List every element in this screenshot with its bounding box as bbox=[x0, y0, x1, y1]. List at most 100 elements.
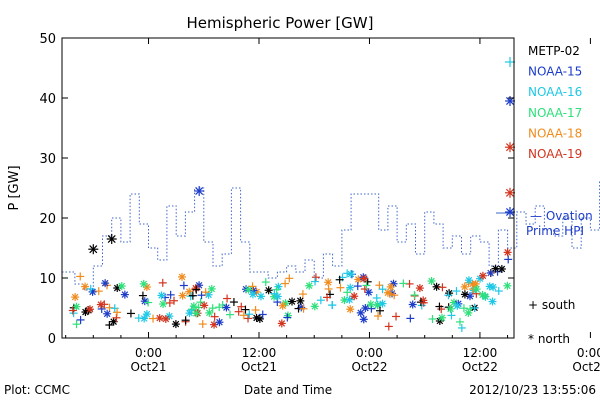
north-point bbox=[386, 282, 395, 291]
north-point bbox=[161, 314, 170, 323]
x-tick-date: Oct22 bbox=[462, 360, 498, 374]
north-point bbox=[505, 96, 515, 106]
chart-title: Hemispheric Power [GW] bbox=[187, 14, 374, 32]
north-point bbox=[103, 309, 112, 318]
y-axis-label: P [GW] bbox=[7, 165, 22, 210]
north-point bbox=[491, 264, 500, 273]
north-point bbox=[106, 234, 117, 244]
north-point bbox=[142, 310, 151, 319]
ovation-label-line2: Prime HPI bbox=[526, 224, 584, 238]
north-point bbox=[101, 279, 110, 288]
north-point bbox=[364, 288, 373, 297]
north-point bbox=[200, 301, 209, 310]
north-point bbox=[361, 304, 370, 313]
north-point bbox=[278, 301, 287, 310]
north-point bbox=[415, 284, 424, 293]
north-point bbox=[71, 293, 80, 302]
x-tick-time: 12:00 bbox=[242, 346, 277, 360]
north-point bbox=[222, 303, 231, 312]
north-point bbox=[96, 300, 105, 309]
footer-plot-credit: Plot: CCMC bbox=[4, 383, 70, 397]
north-point bbox=[120, 290, 129, 299]
x-axis-ticks: 0:00Oct2112:00Oct210:00Oct2212:00Oct220:… bbox=[65, 38, 600, 374]
north-point bbox=[464, 276, 473, 285]
ovation-label-line1: — Ovation bbox=[530, 209, 593, 223]
north-point bbox=[252, 313, 261, 322]
x-tick-time: 12:00 bbox=[463, 346, 498, 360]
north-point bbox=[378, 299, 387, 308]
north-point bbox=[305, 281, 314, 290]
north-point bbox=[505, 207, 515, 217]
footer-timestamp: 2012/10/23 13:55:06 bbox=[469, 383, 596, 397]
north-point bbox=[85, 305, 94, 314]
north-point bbox=[310, 302, 319, 311]
north-point bbox=[159, 300, 168, 309]
y-tick-label: 0 bbox=[48, 332, 56, 347]
north-point bbox=[347, 270, 356, 279]
north-point bbox=[178, 291, 187, 300]
y-tick-label: 50 bbox=[39, 32, 56, 47]
north-point bbox=[178, 272, 187, 281]
y-axis-ticks: 0 10 20 30 40 50 bbox=[39, 32, 514, 347]
north-point bbox=[446, 304, 455, 313]
north-point bbox=[155, 314, 164, 323]
north-point bbox=[460, 290, 469, 299]
legend: METP-02 NOAA-15 NOAA-16 NOAA-17 NOAA-18 NOAA-… bbox=[528, 44, 582, 161]
north-point bbox=[264, 286, 273, 295]
y-tick-label: 30 bbox=[39, 152, 56, 167]
north-point bbox=[505, 142, 515, 153]
north-point bbox=[185, 287, 194, 296]
north-point bbox=[140, 314, 149, 323]
north-marker-key: * north bbox=[528, 332, 570, 346]
legend-entry: METP-02 bbox=[528, 44, 580, 58]
north-point bbox=[256, 292, 265, 301]
north-point bbox=[453, 301, 462, 310]
north-point bbox=[171, 320, 180, 329]
footer-x-axis-title: Date and Time bbox=[244, 383, 332, 397]
north-point bbox=[72, 302, 81, 311]
north-point bbox=[460, 282, 469, 291]
north-point bbox=[427, 277, 436, 286]
legend-entry: NOAA-18 bbox=[528, 126, 582, 140]
north-point bbox=[503, 248, 512, 257]
north-point bbox=[139, 279, 148, 288]
north-point bbox=[215, 318, 224, 327]
north-point bbox=[437, 313, 446, 322]
x-tick-date: Oct21 bbox=[241, 360, 277, 374]
highlighted-points bbox=[88, 57, 515, 255]
north-point bbox=[485, 282, 494, 291]
north-point bbox=[88, 244, 99, 255]
north-point bbox=[472, 285, 481, 294]
north-point bbox=[277, 319, 286, 328]
legend-entry: NOAA-17 bbox=[528, 106, 582, 120]
y-tick-label: 20 bbox=[39, 212, 56, 227]
north-point bbox=[248, 290, 257, 299]
north-point bbox=[345, 295, 354, 304]
x-tick-date: Oct22 bbox=[351, 360, 387, 374]
y-tick-label: 40 bbox=[39, 92, 56, 107]
north-point bbox=[360, 274, 369, 283]
south-marker-key: + south bbox=[528, 298, 575, 312]
north-point bbox=[189, 302, 198, 311]
north-point bbox=[503, 281, 512, 290]
north-point bbox=[288, 297, 297, 306]
legend-entry: NOAA-15 bbox=[528, 65, 582, 79]
north-point bbox=[366, 300, 375, 309]
ovation-hpi-step-line bbox=[62, 181, 600, 291]
legend-entry: NOAA-16 bbox=[528, 85, 582, 99]
north-point bbox=[117, 282, 126, 291]
north-point bbox=[157, 291, 166, 300]
north-point bbox=[283, 311, 292, 320]
x-tick-date: Oct21 bbox=[131, 360, 167, 374]
north-point bbox=[478, 271, 487, 280]
north-point bbox=[445, 289, 454, 298]
north-point bbox=[383, 288, 392, 297]
north-point bbox=[324, 278, 333, 287]
north-point bbox=[408, 300, 417, 309]
north-point bbox=[192, 309, 201, 318]
x-tick-time: 0:00 bbox=[356, 346, 383, 360]
north-point bbox=[505, 187, 515, 198]
north-point bbox=[205, 308, 214, 317]
y-tick-label: 10 bbox=[39, 272, 56, 287]
